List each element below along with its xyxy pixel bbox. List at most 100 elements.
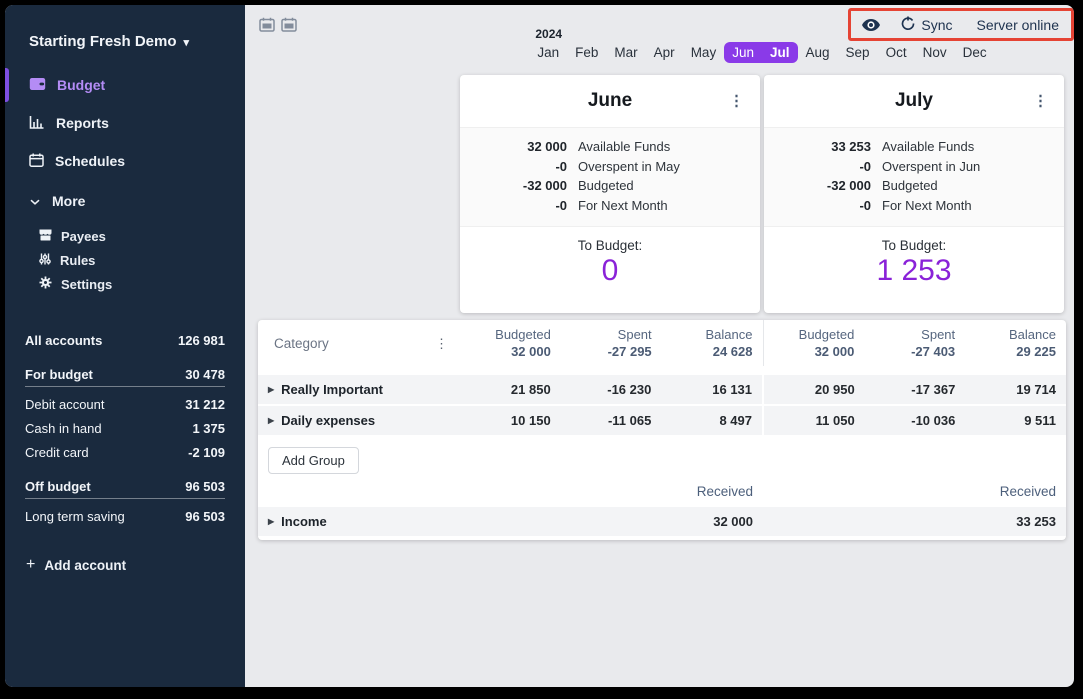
budgeted-cell[interactable]: 20 950 (814, 382, 855, 397)
month-nov[interactable]: Nov (922, 45, 947, 60)
june-header-section: Budgeted 32 000 Spent -27 295 Balance 24 62… (460, 320, 763, 366)
category-menu-icon[interactable]: ⋮ (435, 335, 448, 351)
add-group-button[interactable]: Add Group (268, 447, 359, 474)
sidebar-item-label: Rules (60, 252, 96, 268)
column-spent[interactable]: Spent -27 295 (607, 327, 652, 359)
sidebar-item-label: Settings (61, 276, 113, 292)
sidebar-nav: Budget Reports Schedules More (5, 66, 245, 296)
month-jan[interactable]: Jan (537, 45, 560, 60)
month-apr[interactable]: Apr (653, 45, 675, 60)
calendar-double-icon[interactable] (281, 17, 297, 37)
month-card-june: June ⋮ 32 000 Available Funds -0 Overspent… (460, 75, 760, 313)
server-status-button[interactable]: Server online (976, 16, 1060, 33)
sliders-icon (39, 253, 51, 268)
expand-triangle-icon: ▶ (268, 517, 275, 526)
account-row-cash[interactable]: Cash in hand 1 375 (25, 416, 225, 440)
spent-cell[interactable]: -16 230 (607, 382, 652, 397)
account-group-balance: 96 503 (185, 479, 225, 494)
accounts-panel: All accounts 126 981 For budget 30 478 D… (5, 328, 245, 574)
column-spent[interactable]: Spent -27 403 (911, 327, 956, 359)
group-name-cell[interactable]: ▶ Daily expenses (258, 413, 460, 428)
budget-file-menu[interactable]: Starting Fresh Demo ▾ (5, 33, 245, 50)
account-group-label: Off budget (25, 479, 91, 494)
summary-label: For Next Month (578, 197, 668, 213)
sync-label: Sync (921, 16, 953, 33)
june-values: 10 150 -11 065 8 497 (460, 406, 762, 435)
month-sep[interactable]: Sep (845, 45, 870, 60)
balance-cell[interactable]: 16 131 (712, 382, 753, 397)
account-balance: 126 981 (178, 332, 225, 348)
june-values: 21 850 -16 230 16 131 (460, 375, 762, 404)
income-group-row: ▶ Income 32 000 33 253 (258, 507, 1066, 536)
month-may[interactable]: May (690, 45, 717, 60)
month-jun[interactable]: Jun (732, 45, 754, 60)
sidebar-item-budget[interactable]: Budget (5, 66, 245, 104)
sidebar-item-payees[interactable]: Payees (39, 224, 245, 248)
month-card-header: July ⋮ (764, 75, 1064, 127)
month-aug[interactable]: Aug (805, 45, 830, 60)
month-oct[interactable]: Oct (885, 45, 907, 60)
sync-icon (901, 16, 915, 34)
balance-cell[interactable]: 19 714 (1016, 382, 1057, 397)
account-label: Long term saving (25, 508, 125, 524)
category-group-row-daily-expenses: ▶ Daily expenses 10 150 -11 065 8 497 11… (258, 406, 1066, 435)
budgeted-cell[interactable]: 10 150 (510, 413, 551, 428)
month-jul[interactable]: Jul (769, 45, 790, 60)
column-budgeted[interactable]: Budgeted 32 000 (798, 327, 855, 359)
sidebar-item-settings[interactable]: Settings (39, 272, 245, 296)
summary-value: 32 000 (527, 139, 567, 154)
account-row-long-term-saving[interactable]: Long term saving 96 503 (25, 504, 225, 528)
app-window: Starting Fresh Demo ▾ Budget Reports (5, 5, 1074, 687)
summary-value: -32 000 (826, 178, 871, 193)
account-balance: 96 503 (185, 508, 225, 524)
all-accounts-row[interactable]: All accounts 126 981 (25, 328, 225, 352)
group-name: Daily expenses (281, 413, 376, 428)
calendar-single-icon[interactable] (259, 17, 275, 37)
account-label: Credit card (25, 444, 89, 460)
group-name-cell[interactable]: ▶ Income (258, 514, 460, 529)
july-values: 11 050 -10 036 9 511 (762, 406, 1066, 435)
sidebar-item-schedules[interactable]: Schedules (5, 142, 245, 180)
group-name-cell[interactable]: ▶ Really Important (258, 382, 460, 397)
sidebar: Starting Fresh Demo ▾ Budget Reports (5, 5, 245, 687)
add-account-button[interactable]: + Add account (25, 556, 225, 574)
to-budget-june[interactable]: To Budget: 0 (460, 227, 760, 313)
balance-cell[interactable]: 9 511 (1024, 413, 1057, 428)
account-row-credit-card[interactable]: Credit card -2 109 (25, 440, 225, 464)
column-balance[interactable]: Balance 29 225 (1009, 327, 1056, 359)
account-row-debit[interactable]: Debit account 31 212 (25, 392, 225, 416)
to-budget-july[interactable]: To Budget: 1 253 (764, 227, 1064, 313)
spent-cell[interactable]: -10 036 (911, 413, 956, 428)
group-name: Really Important (281, 382, 384, 397)
to-budget-label: To Budget: (881, 238, 947, 253)
received-cell[interactable]: 33 253 (1016, 514, 1056, 529)
month-summary: 33 253 Available Funds -0 Overspent in Jun… (764, 127, 1064, 227)
balance-cell[interactable]: 8 497 (719, 413, 753, 428)
account-balance: 1 375 (192, 420, 225, 436)
privacy-eye-icon[interactable] (861, 18, 881, 32)
month-menu-icon[interactable]: ⋮ (729, 92, 744, 110)
sidebar-item-reports[interactable]: Reports (5, 104, 245, 142)
june-values: 32 000 (460, 514, 763, 529)
month-menu-icon[interactable]: ⋮ (1033, 92, 1048, 110)
wallet-icon (29, 77, 46, 94)
received-cell[interactable]: 32 000 (713, 514, 753, 529)
spent-cell[interactable]: -11 065 (607, 413, 652, 428)
to-budget-amount: 0 (601, 254, 619, 287)
sidebar-item-rules[interactable]: Rules (39, 248, 245, 272)
column-budgeted[interactable]: Budgeted 32 000 (495, 327, 551, 359)
month-dec[interactable]: Dec (962, 45, 987, 60)
budgeted-cell[interactable]: 21 850 (510, 382, 551, 397)
off-budget-header[interactable]: Off budget 96 503 (25, 479, 225, 499)
july-header-section: Budgeted 32 000 Spent -27 403 Balance 29 22… (762, 320, 1067, 366)
month-mar[interactable]: Mar (614, 45, 638, 60)
expand-triangle-icon: ▶ (268, 385, 275, 394)
sync-button[interactable]: Sync (901, 16, 953, 34)
for-budget-header[interactable]: For budget 30 478 (25, 367, 225, 387)
sidebar-item-more[interactable]: More (5, 182, 245, 220)
spent-cell[interactable]: -17 367 (911, 382, 956, 397)
column-balance[interactable]: Balance 24 628 (705, 327, 753, 359)
month-feb[interactable]: Feb (575, 45, 599, 60)
chevron-down-icon: ▾ (183, 37, 190, 49)
budgeted-cell[interactable]: 11 050 (815, 413, 855, 428)
